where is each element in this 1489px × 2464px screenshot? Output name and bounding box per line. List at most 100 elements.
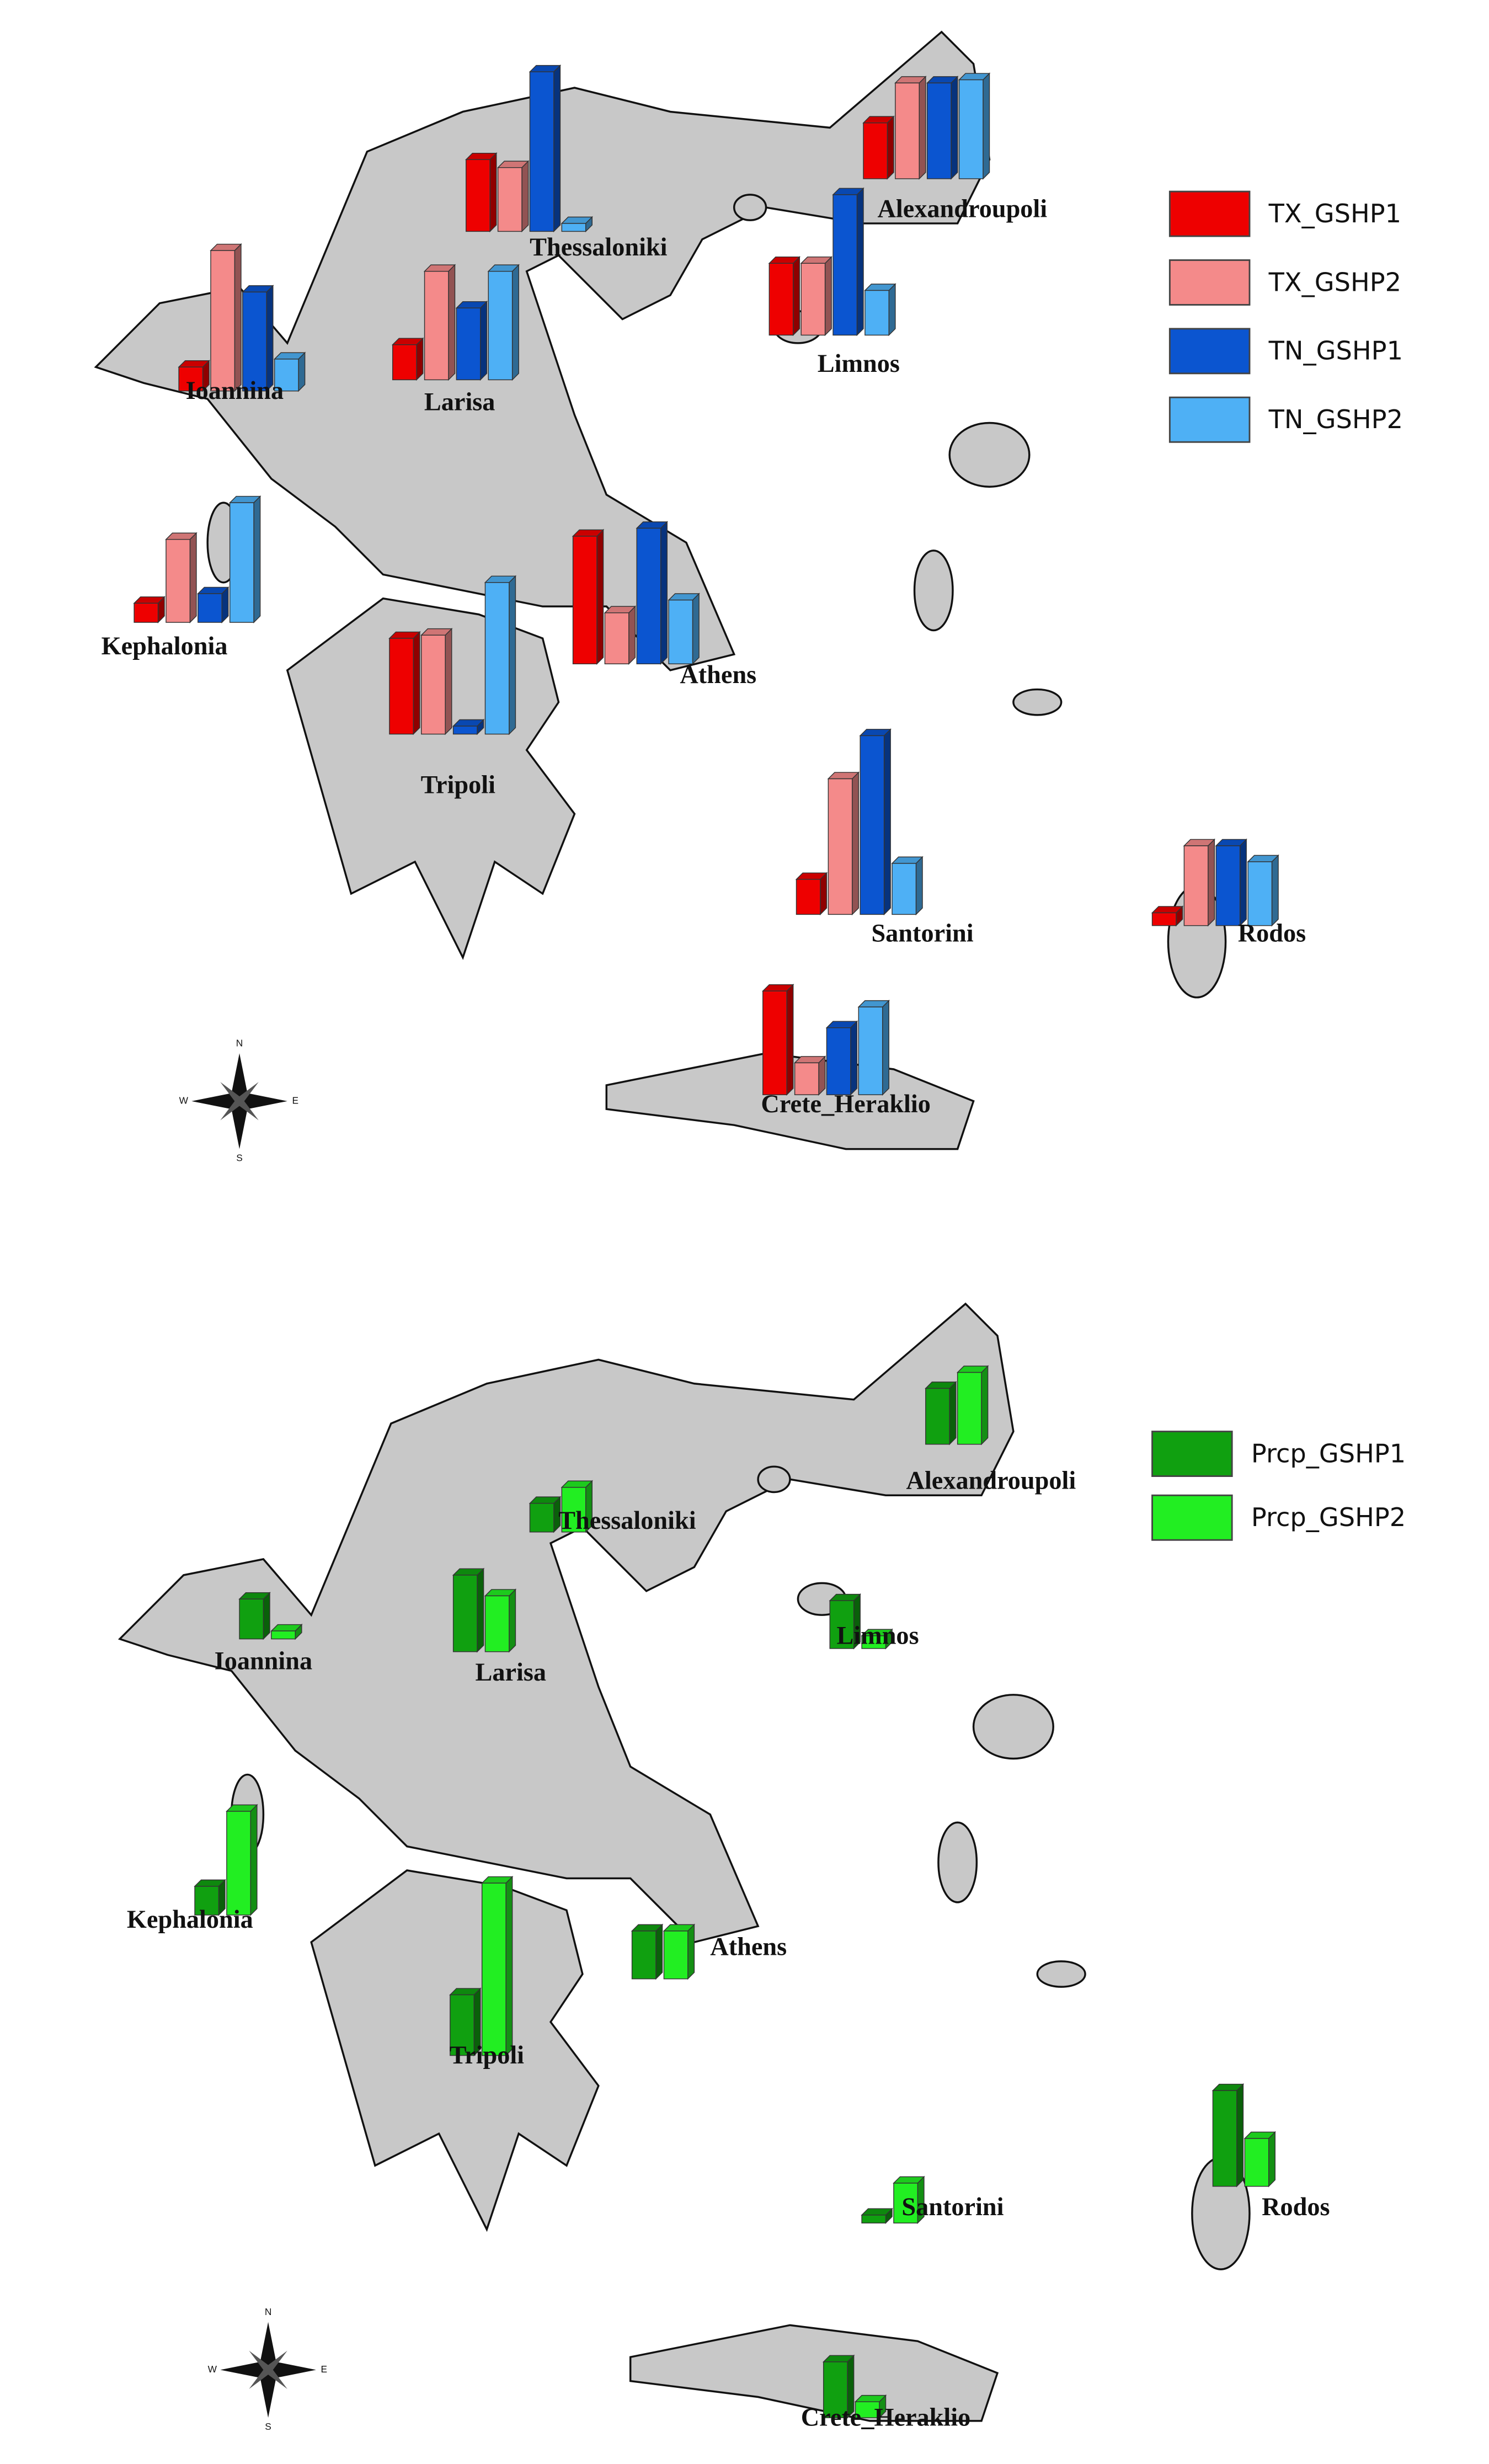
bar: [855, 2401, 880, 2418]
bar: [481, 1882, 506, 2056]
bar: [134, 602, 159, 623]
bar-side: [856, 187, 864, 337]
bar-side: [263, 1591, 270, 1640]
bar-side: [448, 264, 456, 381]
compass-letter: N: [236, 1037, 243, 1048]
bar: [631, 1930, 657, 1980]
bar-side: [596, 529, 604, 665]
city-label: Crete_Heraklio: [761, 1090, 930, 1118]
city-label: Santorini: [901, 2193, 1004, 2221]
legend-swatch: [1168, 396, 1251, 443]
bar-side: [521, 160, 529, 233]
bar-side: [949, 1381, 957, 1446]
legend-label: TX_GSHP2: [1268, 267, 1401, 297]
compass-letter: E: [292, 1095, 298, 1106]
bar: [892, 863, 917, 915]
bar: [389, 638, 414, 735]
city-label: Limnos: [818, 350, 900, 378]
bar-side: [509, 1588, 516, 1653]
bar-side: [824, 255, 832, 337]
compass-letter: W: [208, 2364, 217, 2375]
bar: [1183, 845, 1209, 926]
bar-side: [253, 495, 261, 623]
bar-side: [852, 771, 860, 916]
bar: [860, 735, 885, 915]
bar: [452, 726, 478, 735]
legend-swatch: [1151, 1494, 1233, 1541]
bar: [794, 1062, 819, 1095]
bar: [858, 1006, 883, 1095]
bar: [178, 366, 204, 392]
city-label: Santorini: [871, 920, 973, 948]
bar: [488, 270, 513, 381]
city-label: Limnos: [836, 1622, 919, 1650]
bar: [800, 263, 826, 336]
bar-side: [792, 255, 800, 337]
legend-label: TN_GSHP2: [1268, 404, 1403, 434]
bar-side: [882, 999, 889, 1096]
bar-side: [820, 872, 828, 916]
bar: [529, 71, 554, 232]
bar-side: [416, 337, 424, 381]
bar-side: [951, 76, 958, 180]
bar-side: [883, 728, 891, 916]
bar: [452, 1575, 478, 1652]
bar: [1212, 2090, 1237, 2187]
bar: [861, 2215, 887, 2223]
bar-side: [189, 532, 197, 623]
bar-side: [655, 1923, 663, 1980]
city-label: Rodos: [1238, 920, 1306, 948]
city-label: Alexandroupoli: [877, 195, 1047, 223]
bar: [198, 593, 222, 623]
bar: [768, 263, 794, 336]
bar-side: [692, 593, 700, 665]
bar-side: [489, 152, 497, 233]
bar: [484, 1595, 510, 1652]
legend-swatch: [1168, 259, 1251, 306]
bar: [893, 2183, 919, 2223]
bar-side: [628, 605, 636, 665]
compass-letter: E: [321, 2364, 328, 2375]
land-bottom: [119, 1303, 1251, 2422]
bar-side: [477, 1567, 484, 1653]
bar: [958, 79, 984, 179]
bar: [895, 82, 920, 179]
city-label: Larisa: [424, 388, 495, 416]
bar-side: [413, 631, 420, 735]
bar: [484, 582, 510, 735]
legend-label: TN_GSHP1: [1268, 336, 1403, 366]
legend-label: TX_GSHP1: [1268, 199, 1401, 228]
city-label: Larisa: [475, 1658, 546, 1687]
city-label: Thessaloniki: [558, 1507, 696, 1535]
bar: [926, 82, 952, 179]
city-label: Thessaloniki: [530, 233, 668, 262]
bar: [271, 1630, 296, 1640]
city-label: Crete_Heraklio: [801, 2404, 970, 2432]
bar: [1215, 845, 1241, 926]
bar-side: [981, 1365, 989, 1446]
legend-swatch: [1151, 1431, 1233, 1477]
bar-side: [660, 521, 668, 665]
bar-side: [505, 1875, 513, 2057]
legend-swatch: [1168, 328, 1251, 375]
city-label: Kephalonia: [127, 1906, 253, 1934]
bar: [561, 1487, 586, 1533]
bar-side: [553, 64, 561, 233]
bar: [424, 270, 449, 381]
bar: [832, 194, 858, 336]
bar-side: [509, 575, 516, 735]
bar: [663, 1930, 689, 1980]
bar-side: [786, 983, 794, 1096]
bar: [529, 1502, 554, 1533]
bar-side: [919, 76, 926, 180]
bar-side: [1271, 854, 1279, 927]
compass-letter: W: [179, 1095, 189, 1106]
bar-side: [445, 627, 452, 735]
city-label: Ioannina: [186, 377, 284, 405]
city-label: Ioannina: [215, 1647, 312, 1676]
bar: [497, 167, 522, 232]
bar: [572, 536, 597, 664]
city-label: Rodos: [1262, 2193, 1330, 2221]
bar-side: [850, 1020, 858, 1096]
